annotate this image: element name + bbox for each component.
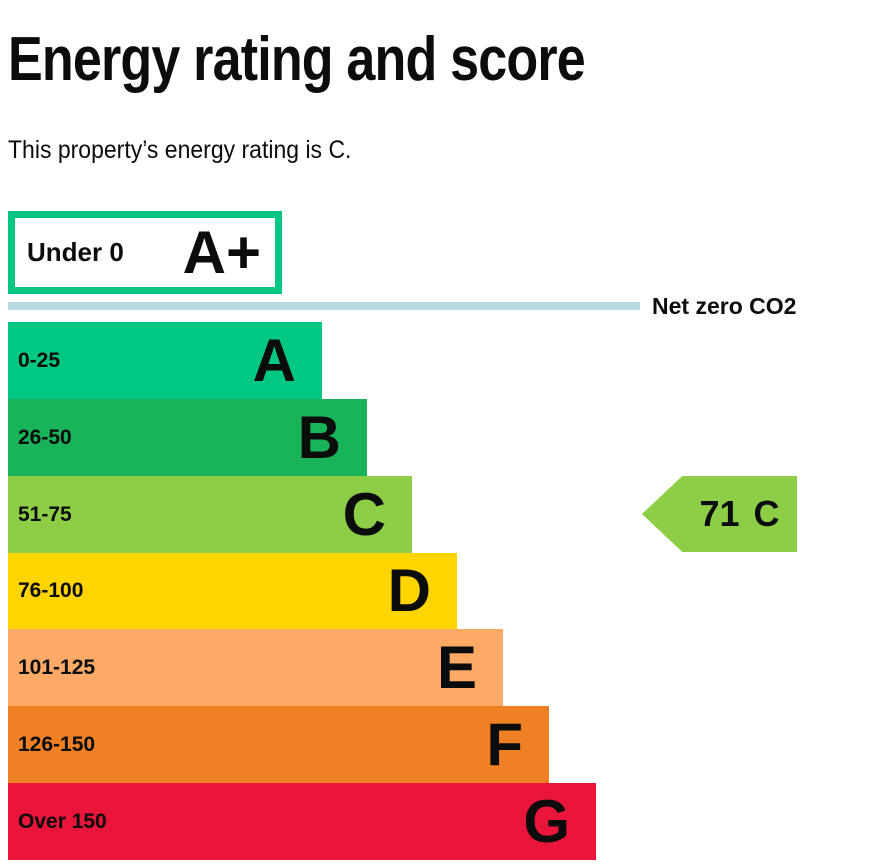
epc-band-e: 101-125 E [8,629,503,706]
current-rating-arrow: 71 C [642,476,797,552]
band-range-label: Under 0 [27,237,124,267]
net-zero-line [8,302,640,310]
band-range-label: 76-100 [18,579,84,602]
epc-band-b: 26-50 B [8,399,367,476]
band-range-label: 0-25 [18,348,61,372]
epc-band-g: Over 150 G [8,783,596,860]
band-letter-label: A+ [182,218,261,286]
band-range-label: 101-125 [18,655,96,679]
epc-band-f: 126-150 F [8,706,549,783]
current-rating-score: 71 [699,493,740,534]
band-range-label: Over 150 [18,809,107,833]
rating-summary-text: This property’s energy rating is C. [8,136,352,164]
band-letter-label: F [486,710,523,778]
band-range-label: 126-150 [18,732,96,756]
band-letter-label: B [297,403,341,471]
band-range-label: 26-50 [18,425,72,449]
band-letter-label: G [523,787,570,855]
epc-band-a: 0-25 A [8,322,322,399]
band-letter-label: C [342,480,386,548]
page-title: Energy rating and score [8,25,586,94]
epc-band-a-plus: Under 0 A+ [8,211,282,294]
epc-band-c: 51-75 C [8,476,412,553]
net-zero-label: Net zero CO2 [652,293,797,319]
epc-band-d: 76-100 D [8,553,457,629]
band-letter-label: D [387,557,431,624]
band-letter-label: E [436,633,477,701]
band-range-label: 51-75 [18,502,72,526]
current-rating-letter: C [753,493,780,534]
band-letter-label: A [252,326,296,394]
